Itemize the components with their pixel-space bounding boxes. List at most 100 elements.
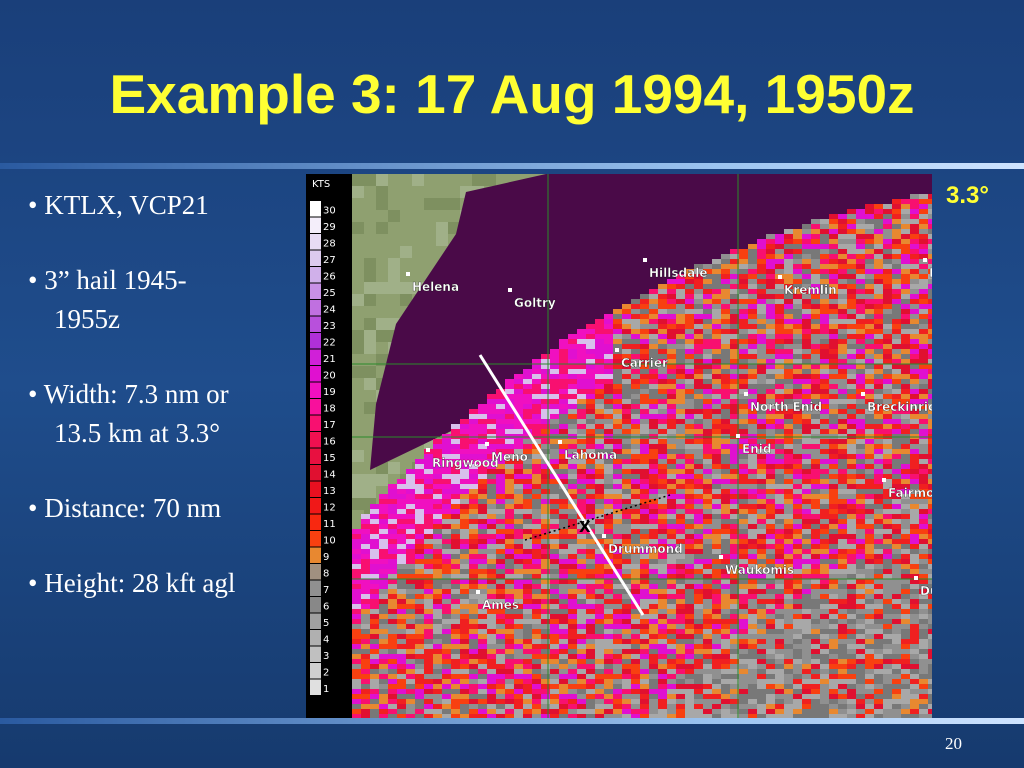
radar-cell [649,419,658,424]
radar-cell [370,519,379,524]
radar-cell [595,329,604,334]
radar-cell [685,699,694,704]
radar-cell [712,259,721,264]
terrain-tex [352,222,364,234]
radar-cell [658,309,667,314]
radar-cell [577,429,586,434]
radar-cell [451,644,460,649]
radar-cell [595,624,604,629]
radar-cell [541,384,550,389]
radar-cell [613,419,622,424]
terrain-tex [388,210,400,222]
radar-cell [442,499,451,504]
radar-cell [397,489,406,494]
radar-cell [496,559,505,564]
radar-cell [496,399,505,404]
radar-cell [730,699,739,704]
radar-cell [757,459,766,464]
radar-cell [523,399,532,404]
radar-cell [433,694,442,699]
radar-cell [676,429,685,434]
radar-cell [766,454,775,459]
radar-cell [424,604,433,609]
radar-cell [541,369,550,374]
radar-cell [613,699,622,704]
radar-cell [442,464,451,469]
radar-cell [685,554,694,559]
radar-cell [532,469,541,474]
radar-cell [460,454,469,459]
radar-cell [730,249,739,254]
radar-cell [730,274,739,279]
radar-cell [631,614,640,619]
radar-cell [469,679,478,684]
radar-cell [730,304,739,309]
radar-cell [685,694,694,699]
radar-cell [460,539,469,544]
radar-cell [586,609,595,614]
radar-cell [514,394,523,399]
radar-cell [640,459,649,464]
radar-cell [703,549,712,554]
radar-cell [532,519,541,524]
radar-cell [658,534,667,539]
radar-cell [415,594,424,599]
terrain-tex [376,222,388,234]
radar-cell [766,409,775,414]
radar-cell [478,709,487,714]
radar-cell [613,664,622,669]
radar-cell [541,624,550,629]
radar-cell [505,634,514,639]
radar-cell [532,449,541,454]
radar-cell [469,439,478,444]
radar-cell [613,514,622,519]
radar-cell [748,329,757,334]
radar-cell [379,629,388,634]
radar-cell [676,289,685,294]
radar-cell [622,449,631,454]
radar-cell [523,639,532,644]
radar-cell [721,254,730,259]
radar-cell [676,699,685,704]
radar-cell [676,539,685,544]
radar-cell [757,249,766,254]
radar-cell [712,549,721,554]
radar-cell [739,539,748,544]
radar-cell [487,484,496,489]
radar-cell [667,679,676,684]
radar-cell [613,394,622,399]
radar-cell [811,544,820,549]
radar-cell [550,699,559,704]
radar-cell [577,539,586,544]
radar-cell [622,424,631,429]
radar-cell [667,279,676,284]
radar-cell [487,564,496,569]
radar-cell [568,604,577,609]
radar-cell [469,414,478,419]
radar-cell [757,289,766,294]
radar-cell [676,604,685,609]
radar-cell [613,569,622,574]
radar-cell [577,449,586,454]
radar-cell [577,604,586,609]
radar-cell [433,529,442,534]
radar-cell [757,689,766,694]
radar-cell [811,284,820,289]
radar-cell [775,259,784,264]
radar-cell [694,469,703,474]
radar-cell [613,444,622,449]
radar-cell [595,659,604,664]
radar-cell [550,449,559,454]
radar-cell [739,624,748,629]
radar-cell [676,509,685,514]
radar-cell [703,454,712,459]
radar-cell [478,604,487,609]
radar-cell [541,394,550,399]
radar-cell [568,439,577,444]
radar-cell [514,579,523,584]
radar-cell [757,384,766,389]
terrain-tex [412,174,424,186]
radar-cell [505,429,514,434]
radar-cell [676,569,685,574]
radar-cell [694,714,703,718]
